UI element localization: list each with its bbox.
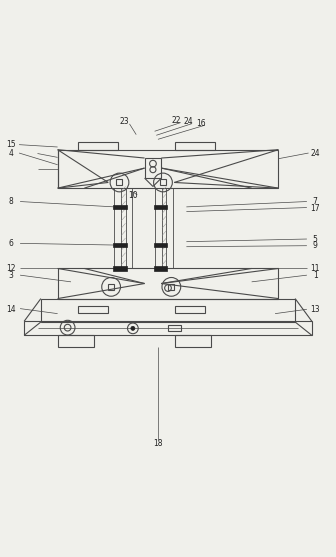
- Bar: [175, 335, 211, 347]
- Text: 23: 23: [120, 118, 129, 126]
- Text: 15: 15: [6, 140, 15, 149]
- Bar: [24, 321, 312, 335]
- Bar: [144, 158, 161, 178]
- Text: 10: 10: [128, 191, 138, 200]
- Text: 18: 18: [153, 438, 163, 448]
- Text: 13: 13: [310, 305, 320, 314]
- Bar: [113, 266, 127, 271]
- Text: 24: 24: [310, 149, 320, 158]
- Text: 9: 9: [313, 241, 318, 250]
- Bar: [160, 179, 166, 185]
- Text: 11: 11: [310, 264, 320, 273]
- Text: 14: 14: [6, 305, 15, 314]
- Bar: [175, 142, 215, 150]
- Bar: [168, 284, 174, 290]
- Text: 17: 17: [310, 204, 320, 213]
- Circle shape: [131, 326, 135, 330]
- Text: 7: 7: [313, 197, 318, 206]
- Text: 3: 3: [8, 271, 13, 280]
- Text: 22: 22: [172, 116, 181, 125]
- Bar: [154, 204, 167, 209]
- Text: 1: 1: [313, 271, 318, 280]
- Bar: [78, 142, 118, 150]
- Text: 16: 16: [196, 119, 206, 128]
- Bar: [168, 325, 181, 331]
- Bar: [113, 243, 127, 247]
- Bar: [154, 266, 167, 271]
- Text: 6: 6: [8, 239, 13, 248]
- Text: 4: 4: [8, 149, 13, 158]
- Text: 24: 24: [183, 118, 193, 126]
- Bar: [113, 204, 127, 209]
- Bar: [154, 243, 167, 247]
- Text: 5: 5: [313, 234, 318, 243]
- Bar: [57, 150, 279, 188]
- Bar: [117, 179, 123, 185]
- Bar: [78, 306, 108, 313]
- Bar: [41, 299, 295, 322]
- Bar: [57, 335, 94, 347]
- Bar: [108, 284, 114, 290]
- Text: 12: 12: [6, 264, 15, 273]
- Bar: [57, 268, 279, 299]
- Text: 8: 8: [8, 197, 13, 206]
- Bar: [175, 306, 205, 313]
